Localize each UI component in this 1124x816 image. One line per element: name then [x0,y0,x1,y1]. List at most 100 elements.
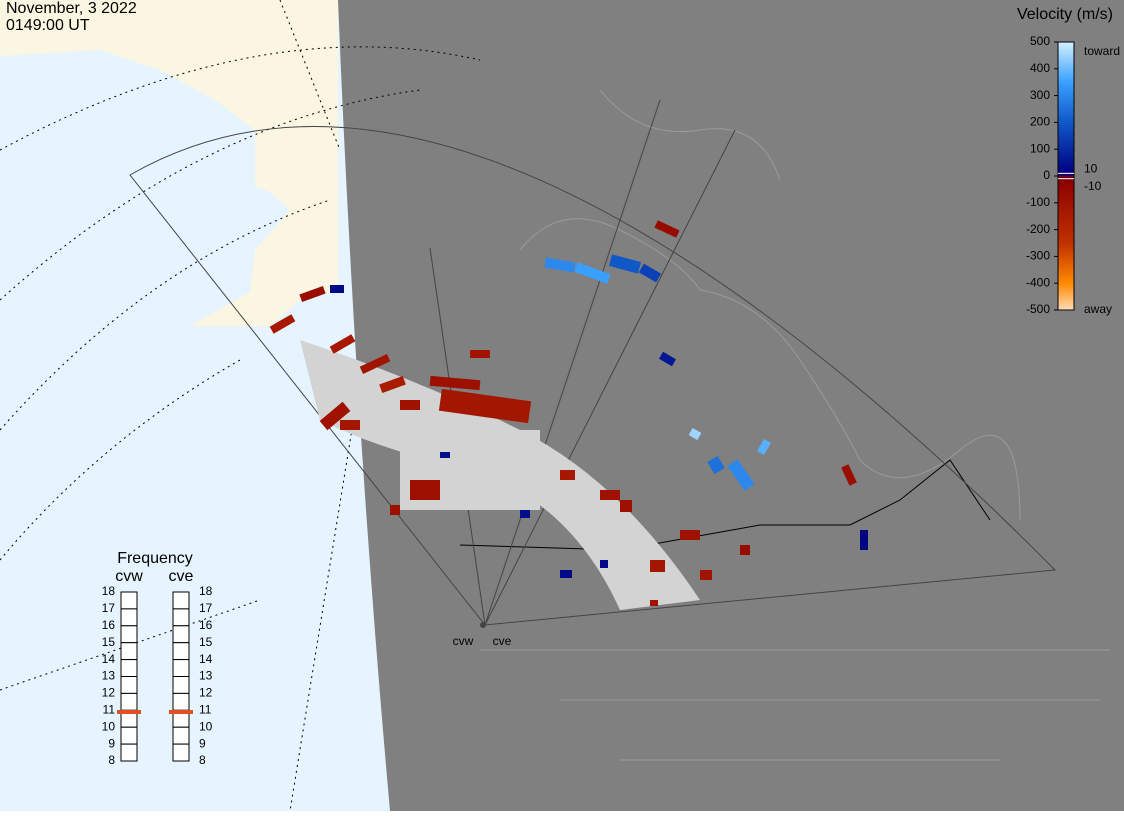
colorbar-segment [1058,251,1074,255]
colorbar-segment [1058,47,1074,51]
colorbar-segment [1058,52,1074,56]
colorbar-segment [1058,138,1074,142]
frequency-cell [120,659,138,677]
colorbar-segment [1058,130,1074,134]
echo-cell [600,560,608,568]
colorbar-segment [1058,202,1074,207]
echo-cell [608,254,642,274]
colorbar-segment [1058,146,1074,150]
colorbar-segment [1058,267,1074,271]
colorbar-segment [1058,151,1074,156]
colorbar-segment [1058,100,1074,105]
echo-cell [727,459,755,491]
colorbar-segment [1058,149,1074,153]
colorbar-segment [1058,307,1074,311]
frequency-label: 13 [199,669,213,683]
colorbar-segment [1058,50,1074,54]
colorbar-segment [1058,197,1074,201]
frequency-label: 14 [102,652,116,666]
coastlines [480,89,1110,761]
frequency-title: Frequency [117,550,193,567]
colorbar-segment [1058,283,1074,287]
colorbar-segment [1058,280,1074,284]
echo-cell [650,560,665,572]
frequency-cell [172,726,190,745]
frequency-label: 10 [199,719,213,733]
echo-cell [688,428,702,440]
echo-cell [574,262,611,284]
frequency-label: 11 [199,702,212,716]
site-label: cve [493,634,512,648]
frequency-label: 14 [199,652,213,666]
colorbar-segment [1058,125,1074,129]
colorbar-segment [1058,221,1074,225]
colorbar-segment [1058,95,1074,99]
colorbar-segment [1058,122,1074,126]
frequency-cell [172,591,190,610]
echo-cell [638,263,662,283]
colorbar-segment [1058,216,1074,220]
colorbar-segment [1058,189,1074,193]
colorbar-segment [1058,253,1074,257]
colorbar-label: -500 [1026,302,1050,316]
echo-cell [560,570,572,578]
frequency-cell [120,676,138,694]
colorbar-segment [1058,154,1074,158]
echo-cell [740,545,750,555]
echo-cell [410,480,440,500]
colorbar-label: 10 [1084,161,1098,175]
colorbar-segment [1058,259,1074,263]
colorbar-segment [1058,237,1074,241]
frequency-cell [172,692,190,711]
colorbar-segment [1058,256,1074,260]
echo-cell [299,285,326,303]
colorbar-segment [1058,192,1074,196]
colorbar-label: -10 [1084,179,1102,193]
night-region [338,0,1124,811]
frequency-label: 11 [103,702,116,716]
colorbar-segment [1058,304,1074,308]
colorbar-segment [1058,293,1074,298]
colorbar-segment [1058,90,1074,94]
colorbar-label: -300 [1026,249,1050,263]
colorbar-segment [1058,82,1074,86]
colorbar-segment [1058,226,1074,231]
colorbar-segment [1058,106,1074,110]
frequency-label: 17 [199,601,213,615]
echo-cell [340,420,360,430]
colorbar-segment [1058,71,1074,75]
frequency-label: 18 [199,584,213,598]
colorbar-segment [1058,117,1074,121]
echo-cell [620,500,632,512]
colorbar-segment [1058,224,1074,228]
colorbar-segment [1058,159,1074,164]
site-label: cvw [453,634,474,648]
colorbar-segment [1058,84,1074,89]
colorbar-segment [1058,103,1074,107]
colorbar: 500 400 300 200 100 0 -100 -200 -300 -400 -500 10 -1… [1026,34,1120,316]
colorbar-segment [1058,208,1074,212]
colorbar-segment [1058,275,1074,279]
radar-site [480,622,486,628]
echo-cell [860,530,868,550]
echo-cell [600,490,620,500]
echo-cell [379,375,406,394]
frequency-cell [120,625,138,644]
frequency-label: 16 [102,618,116,632]
colorbar-segment [1058,66,1074,70]
colorbar-segment [1058,170,1074,174]
frequency-label: 12 [102,686,116,700]
colorbar-segment [1058,76,1074,81]
frequency-label: 9 [108,736,115,750]
colorbar-segment [1058,184,1074,188]
echo-cell [707,455,725,475]
echo-cell [269,314,296,334]
colorbar-segment [1058,277,1074,282]
radar-name: cve [169,568,194,585]
frequency-cell [120,726,138,745]
colorbar-segment [1058,63,1074,67]
colorbar-segment [1058,248,1074,252]
colorbar-label: away [1084,302,1112,316]
velocity-title: Velocity (m/s) [1017,6,1113,23]
frequency-label: 8 [108,753,115,767]
